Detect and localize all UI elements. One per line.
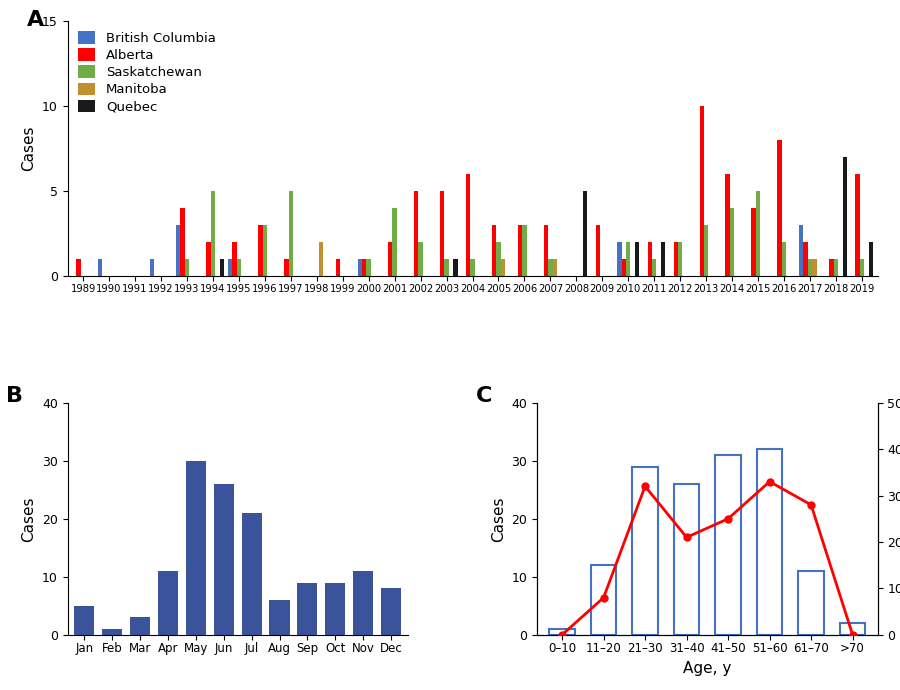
Bar (632, 466, 658, 635)
Bar (76, 259, 81, 276)
Bar (388, 242, 392, 276)
Text: C: C (476, 386, 492, 406)
Bar (704, 225, 708, 276)
Bar (590, 565, 616, 635)
Bar (634, 242, 639, 276)
Bar (840, 623, 866, 635)
Bar (211, 191, 215, 276)
Bar (842, 157, 847, 276)
Bar (868, 242, 873, 276)
Bar (284, 259, 289, 276)
Bar (622, 259, 626, 276)
Bar (454, 259, 457, 276)
Bar (833, 259, 838, 276)
Bar (756, 191, 760, 276)
Bar (353, 571, 374, 635)
Bar (176, 225, 180, 276)
Bar (549, 629, 575, 635)
Bar (471, 259, 474, 276)
Y-axis label: Cases: Cases (22, 126, 36, 171)
Bar (860, 259, 864, 276)
Bar (678, 242, 682, 276)
Bar (150, 259, 154, 276)
Bar (362, 259, 366, 276)
Bar (778, 140, 782, 276)
Bar (392, 208, 397, 276)
Bar (725, 174, 730, 276)
Bar (752, 208, 756, 276)
Bar (626, 242, 631, 276)
Bar (548, 259, 553, 276)
Bar (74, 606, 94, 635)
Bar (220, 259, 224, 276)
Bar (812, 259, 816, 276)
Bar (699, 106, 704, 276)
Bar (336, 259, 340, 276)
Bar (782, 242, 787, 276)
Bar (241, 513, 262, 635)
Bar (500, 259, 505, 276)
Bar (158, 571, 178, 635)
Bar (297, 582, 318, 635)
Bar (258, 225, 263, 276)
Bar (522, 225, 526, 276)
Bar (617, 242, 622, 276)
Bar (583, 191, 588, 276)
Bar (418, 242, 423, 276)
Bar (414, 191, 418, 276)
Bar (130, 618, 150, 635)
Bar (357, 259, 362, 276)
Bar (829, 259, 833, 276)
Bar (466, 174, 471, 276)
Bar (652, 259, 656, 276)
Bar (716, 455, 741, 635)
Bar (213, 484, 234, 635)
Bar (544, 225, 548, 276)
Bar (445, 259, 449, 276)
Y-axis label: Cases: Cases (22, 496, 36, 542)
Bar (228, 259, 232, 276)
Bar (440, 191, 445, 276)
Bar (237, 259, 241, 276)
Bar (798, 571, 824, 635)
Bar (381, 589, 401, 635)
Bar (269, 600, 290, 635)
Bar (232, 242, 237, 276)
X-axis label: Age, y: Age, y (683, 661, 732, 676)
Bar (804, 242, 808, 276)
Bar (263, 225, 267, 276)
Bar (799, 225, 804, 276)
Bar (325, 582, 346, 635)
Bar (808, 259, 812, 276)
Bar (674, 484, 699, 635)
Bar (180, 208, 184, 276)
Bar (648, 242, 652, 276)
Bar (757, 449, 782, 635)
Bar (319, 242, 323, 276)
Bar (185, 461, 206, 635)
Bar (289, 191, 293, 276)
Legend: British Columbia, Alberta, Saskatchewan, Manitoba, Quebec: British Columbia, Alberta, Saskatchewan,… (74, 28, 220, 117)
Text: B: B (6, 386, 23, 406)
Bar (102, 629, 122, 635)
Text: A: A (27, 10, 44, 30)
Bar (184, 259, 189, 276)
Bar (596, 225, 600, 276)
Bar (98, 259, 103, 276)
Bar (518, 225, 522, 276)
Bar (661, 242, 665, 276)
Bar (553, 259, 557, 276)
Bar (730, 208, 734, 276)
Bar (855, 174, 860, 276)
Bar (496, 242, 500, 276)
Bar (491, 225, 496, 276)
Y-axis label: Cases: Cases (491, 496, 506, 542)
Bar (366, 259, 371, 276)
Bar (673, 242, 678, 276)
Bar (206, 242, 211, 276)
